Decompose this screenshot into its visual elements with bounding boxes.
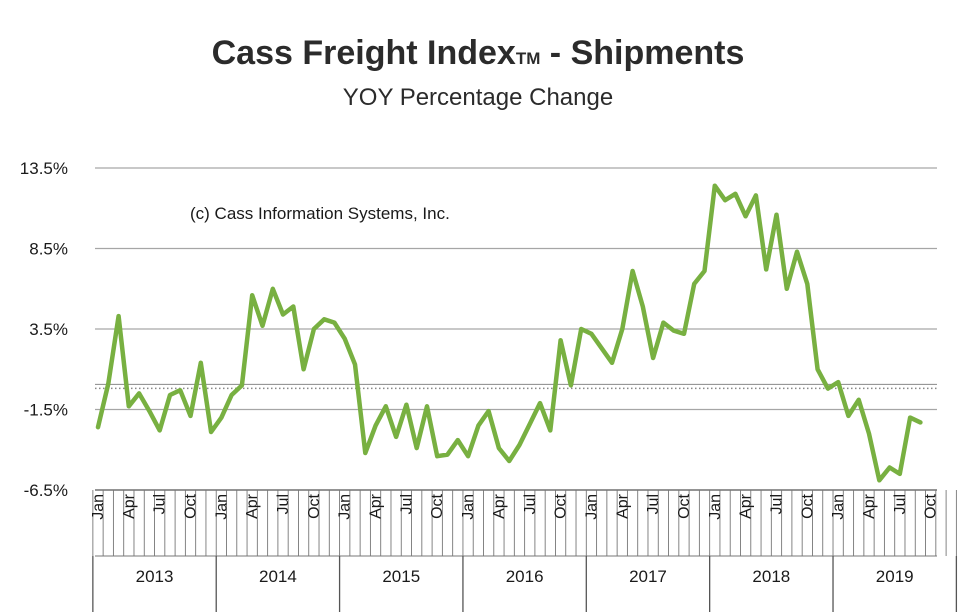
x-month-label: Jul (522, 494, 539, 514)
x-month-label: Oct (306, 493, 323, 518)
y-tick-label: 13.5% (20, 159, 68, 178)
x-month-label: Apr (244, 493, 261, 519)
x-year-label: 2018 (752, 567, 790, 586)
x-month-label: Oct (553, 493, 570, 518)
chart-title: Cass Freight IndexTM - Shipments (212, 34, 745, 72)
trademark-mark: TM (516, 49, 541, 68)
x-month-label: Oct (183, 493, 200, 518)
x-month-label: Oct (429, 493, 446, 518)
y-tick-label: 3.5% (29, 320, 68, 339)
x-month-label: Jul (398, 494, 415, 514)
x-month-label: Apr (491, 493, 508, 519)
x-month-label: Jan (337, 494, 354, 520)
x-month-label: Apr (738, 493, 755, 519)
gridlines (95, 167, 937, 491)
y-axis-ticks: 13.5% 8.5% 3.5% -1.5% -6.5% (20, 159, 68, 500)
x-month-label: Jan (583, 494, 600, 520)
x-month-label: Jan (830, 494, 847, 520)
chart-title-suffix: - Shipments (540, 34, 744, 72)
x-year-label: 2017 (629, 567, 667, 586)
plot-area: 13.5% 8.5% 3.5% -1.5% -6.5% (c) Cass Informa… (20, 159, 958, 612)
x-axis: Jan Apr Jul Oct Jan Apr Jul Oct Jan Apr Jul Oct Jan A… (90, 490, 958, 612)
x-month-label: Jan (90, 494, 107, 520)
x-month-label: Jul (645, 494, 662, 514)
series-line-shipments (95, 183, 923, 483)
x-month-label: Oct (799, 493, 816, 518)
x-month-label: Jul (892, 494, 909, 514)
x-year-label: 2013 (136, 567, 174, 586)
x-year-label: 2016 (506, 567, 544, 586)
y-tick-label: -6.5% (24, 481, 68, 500)
x-month-label: Jan (213, 494, 230, 520)
x-year-label: 2014 (259, 567, 297, 586)
x-year-label: 2015 (382, 567, 420, 586)
y-tick-label: -1.5% (24, 401, 68, 420)
copyright-annotation: (c) Cass Information Systems, Inc. (190, 204, 450, 223)
x-month-label: Oct (676, 493, 693, 518)
x-month-label: Apr (368, 493, 385, 519)
x-month-label: Jan (460, 494, 477, 520)
x-year-label: 2019 (876, 567, 914, 586)
x-month-label: Jul (275, 494, 292, 514)
x-month-label: Apr (614, 493, 631, 519)
chart-title-name: Cass Freight Index (212, 34, 516, 72)
x-month-label: Oct (923, 493, 940, 518)
x-month-label: Jul (152, 494, 169, 514)
x-month-label: Jul (768, 494, 785, 514)
x-month-label: Jan (707, 494, 724, 520)
y-tick-label: 8.5% (29, 240, 68, 259)
x-month-label: Apr (121, 493, 138, 519)
x-month-label: Apr (861, 493, 878, 519)
chart-subtitle: YOY Percentage Change (343, 84, 613, 111)
